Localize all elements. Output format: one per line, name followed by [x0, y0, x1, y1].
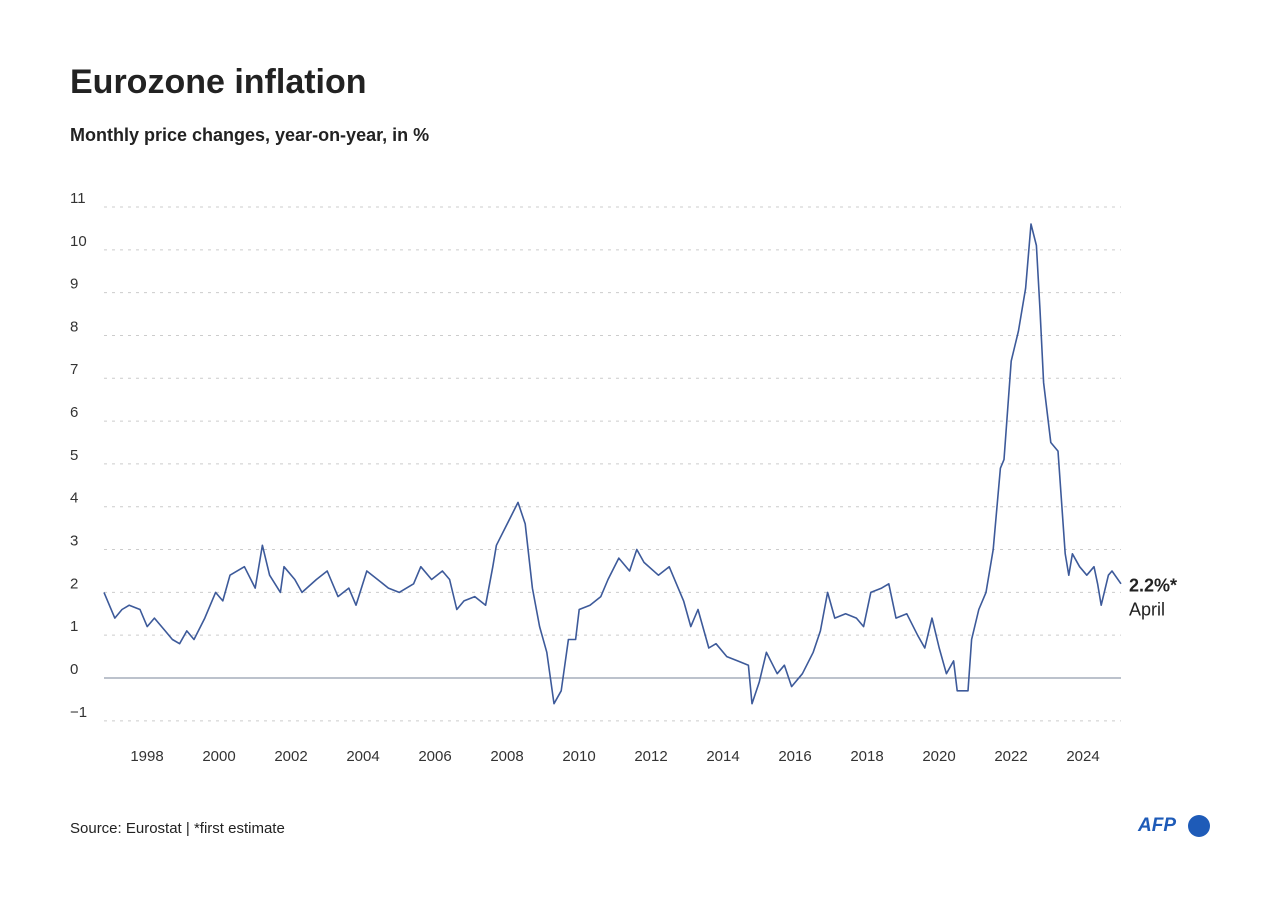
y-tick-label: 4 [70, 490, 78, 507]
x-tick-label: 2014 [706, 748, 739, 765]
x-tick-label: 2024 [1066, 748, 1099, 765]
x-tick-label: 1998 [130, 748, 163, 765]
x-tick-label: 2010 [562, 748, 595, 765]
x-tick-label: 2006 [418, 748, 451, 765]
x-tick-label: 2018 [850, 748, 883, 765]
x-tick-label: 2020 [922, 748, 955, 765]
chart-title: Eurozone inflation [70, 63, 367, 101]
y-tick-label: 0 [70, 661, 78, 678]
y-tick-label: 8 [70, 318, 78, 335]
logo: AFP [1137, 815, 1210, 837]
x-tick-label: 2016 [778, 748, 811, 765]
annotation-value: 2.2%* [1129, 576, 1177, 596]
chart-subtitle: Monthly price changes, year-on-year, in … [70, 125, 429, 145]
x-tick-label: 2008 [490, 748, 523, 765]
y-tick-label: 6 [70, 404, 78, 421]
x-tick-label: 2022 [994, 748, 1027, 765]
y-tick-label: 5 [70, 447, 78, 464]
x-tick-label: 2004 [346, 748, 379, 765]
x-tick-label: 2012 [634, 748, 667, 765]
y-tick-label: 9 [70, 276, 78, 293]
x-tick-label: 2000 [202, 748, 235, 765]
y-tick-label: 2 [70, 575, 78, 592]
source: Source: Eurostat | *first estimate [70, 820, 285, 837]
line [103, 223, 1122, 705]
y-tick-label: 7 [70, 361, 78, 378]
logo-text: AFP [1137, 815, 1176, 836]
x-tick-label: 2002 [274, 748, 307, 765]
y-tick-label: 3 [70, 533, 78, 550]
y-tick-label: 10 [70, 233, 87, 250]
y-tick-label: 11 [70, 190, 86, 207]
y-tick-label: −1 [70, 704, 87, 721]
y-tick-label: 1 [70, 618, 78, 635]
annotation-label: April [1129, 600, 1165, 620]
logo-circle [1188, 815, 1210, 837]
